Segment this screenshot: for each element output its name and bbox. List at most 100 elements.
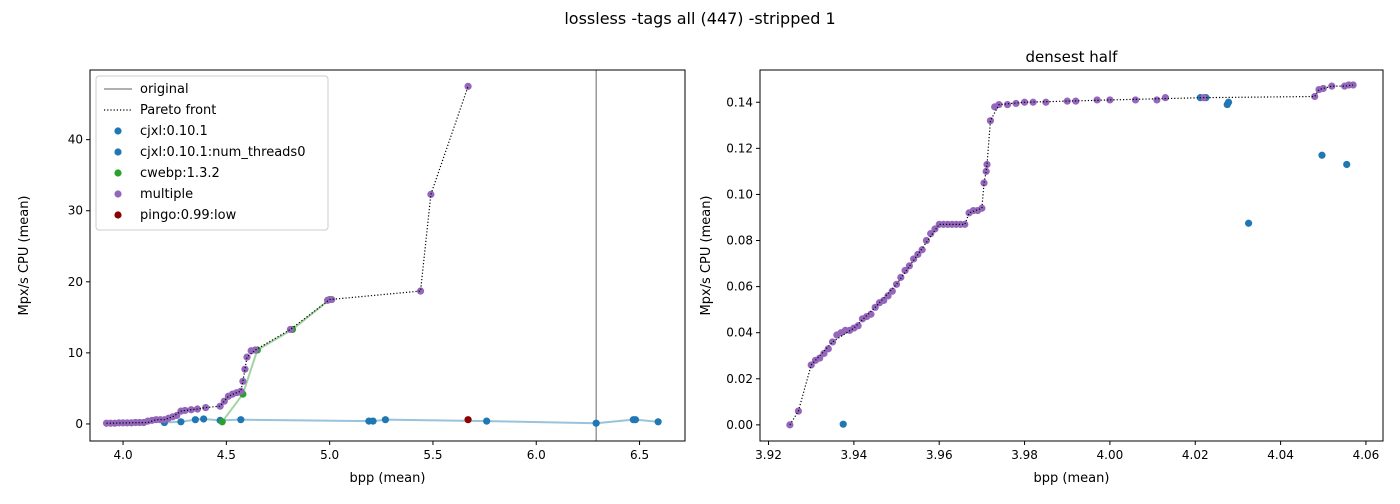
- point-multiple: [181, 406, 189, 415]
- x-tick-label: 4.00: [1097, 448, 1124, 462]
- chart-2: densest half 3.92 3.94 3.96 3.98 4.00 4.02 4.04…: [699, 48, 1384, 486]
- x-axis-label: bpp (mean): [350, 471, 426, 486]
- point-multiple: [905, 262, 913, 270]
- point-cjxl-0-10-1: [1244, 219, 1253, 227]
- x-tick-label: 4.06: [1353, 448, 1380, 462]
- x-tick-label: 4.02: [1182, 448, 1209, 462]
- point-cjxl-0-10-1: [369, 417, 377, 425]
- point-multiple: [901, 266, 909, 275]
- point-multiple: [867, 310, 875, 318]
- point-multiple: [1319, 84, 1327, 93]
- x-tick-label: 4.04: [1267, 448, 1294, 462]
- point-multiple: [1131, 96, 1140, 104]
- axes-frame: [759, 69, 1384, 442]
- x-tick-label: 5.5: [423, 448, 442, 462]
- point-cjxl-0-10-1: [191, 416, 199, 424]
- y-tick-label: 0.04: [726, 326, 753, 340]
- point-multiple: [980, 179, 988, 187]
- point-cjxl-0-10-1: [839, 420, 847, 428]
- pareto-front-line: [106, 86, 469, 424]
- figure-suptitle: lossless -tags all (447) -stripped 1: [564, 9, 835, 28]
- legend-marker: [114, 190, 122, 198]
- point-multiple: [286, 325, 294, 334]
- point-multiple: [918, 246, 926, 254]
- legend-label: Pareto front: [140, 103, 216, 118]
- point-cjxl-0-10-1: [1318, 151, 1326, 159]
- point-multiple: [241, 365, 249, 373]
- y-tick-label: 0.10: [726, 187, 753, 201]
- point-cjxl-0-10-1: [592, 419, 600, 427]
- x-tick-label: 3.98: [1011, 448, 1038, 462]
- point-multiple: [828, 338, 837, 346]
- point-multiple: [1311, 92, 1319, 101]
- point-multiple: [922, 236, 931, 245]
- point-multiple: [243, 353, 251, 361]
- point-multiple: [1063, 97, 1071, 105]
- point-cjxl-0-10-1: [483, 417, 491, 425]
- point-multiple: [888, 287, 896, 295]
- y-tick-label: 0.02: [726, 372, 753, 386]
- x-tick-label: 3.92: [755, 448, 782, 462]
- point-multiple: [961, 220, 969, 228]
- point-multiple: [427, 190, 435, 198]
- y-tick-label: 0.00: [726, 418, 753, 432]
- x-tick-label: 3.94: [841, 448, 868, 462]
- point-cjxl-0-10-1: [1224, 98, 1233, 106]
- y-tick-label: 0.08: [726, 234, 753, 248]
- y-tick-label: 30: [68, 204, 83, 218]
- point-cwebp-1-3-2: [218, 418, 226, 426]
- point-cjxl-0-10-1: [200, 415, 208, 423]
- point-cjxl-0-10-1: [237, 416, 245, 424]
- point-multiple: [464, 82, 472, 90]
- point-cjxl-0-10-1: [654, 418, 662, 426]
- point-multiple: [854, 322, 862, 330]
- point-multiple: [820, 349, 828, 358]
- point-multiple: [931, 225, 939, 233]
- point-multiple: [1029, 98, 1037, 106]
- point-cjxl-0-10-1: [381, 416, 390, 424]
- legend-label: pingo:0.99:low: [140, 208, 237, 223]
- point-multiple: [1153, 96, 1161, 104]
- y-tick-label: 0.14: [726, 95, 753, 109]
- legend-label: original: [140, 82, 189, 97]
- point-multiple: [880, 296, 888, 305]
- point-multiple: [1012, 99, 1020, 108]
- chart-title: densest half: [1026, 48, 1119, 66]
- legend-label: cjxl:0.10.1: [140, 124, 208, 139]
- point-cjxl-0-10-1: [177, 418, 185, 426]
- x-axis-label: bpp (mean): [1034, 471, 1110, 486]
- series-line: [221, 298, 331, 423]
- point-pingo-0-99-low: [464, 416, 472, 424]
- y-tick-label: 20: [68, 275, 83, 289]
- legend-label: cwebp:1.3.2: [140, 166, 220, 181]
- x-tick-label: 5.0: [320, 448, 339, 462]
- point-multiple: [816, 354, 824, 362]
- point-multiple: [978, 204, 986, 212]
- chart-1: 4.0 4.5 5.0 5.5 6.0 6.5 0 10 20 30 40 bpp (mean) Mpx…: [17, 69, 686, 486]
- axes-frame: [89, 69, 686, 442]
- legend: original Pareto front cjxl:0.10.1 cjxl:0.10…: [95, 75, 329, 231]
- point-multiple: [927, 230, 935, 238]
- point-multiple: [416, 287, 425, 295]
- legend-marker: [114, 148, 122, 156]
- point-multiple: [239, 377, 247, 385]
- point-multiple: [328, 295, 336, 304]
- point-multiple: [1003, 100, 1012, 109]
- point-multiple: [1042, 98, 1050, 106]
- y-tick-label: 0: [75, 417, 83, 431]
- point-multiple: [251, 346, 259, 354]
- legend-label: cjxl:0.10.1:num_threads0: [140, 145, 305, 160]
- point-multiple: [982, 167, 990, 175]
- x-tick-label: 6.0: [527, 448, 546, 462]
- point-multiple: [1161, 94, 1169, 102]
- y-tick-label: 0.12: [726, 141, 753, 155]
- point-multiple: [986, 117, 995, 125]
- point-multiple: [892, 280, 901, 288]
- legend-marker: [114, 169, 122, 177]
- legend-label: multiple: [140, 187, 193, 202]
- point-multiple: [1106, 96, 1114, 104]
- y-tick-label: 10: [68, 346, 83, 360]
- point-multiple: [202, 403, 210, 412]
- x-tick-label: 4.5: [217, 448, 236, 462]
- point-multiple: [1328, 82, 1336, 90]
